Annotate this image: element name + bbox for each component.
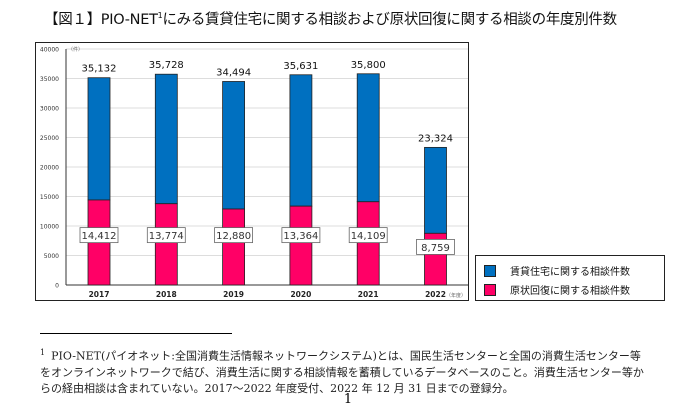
data-label-box [281, 227, 321, 244]
legend: 賃貸住宅に関する相談件数 原状回復に関する相談件数 [475, 255, 665, 301]
legend-label: 原状回復に関する相談件数 [510, 286, 630, 297]
data-label-total: 35,132 [82, 64, 117, 75]
data-label-box [348, 227, 388, 244]
x-tick-label: 2022 [425, 290, 446, 299]
data-label-box [416, 239, 455, 255]
legend-swatch-pink [484, 283, 496, 296]
chart-frame: 0 5000 10000 15000 20000 25000 30000 35000 40000… [35, 42, 469, 301]
data-label-restoration: 13,364 [283, 231, 318, 242]
data-label-total: 35,728 [149, 60, 184, 71]
data-label-total: 35,800 [351, 60, 386, 71]
legend-swatch-blue [484, 264, 496, 277]
data-label-box [146, 227, 186, 244]
data-label-total: 23,324 [418, 133, 453, 144]
page-number: 1 [343, 392, 353, 407]
y-tick-label: 20000 [40, 165, 59, 172]
legend-item-restoration: 原状回復に関する相談件数 [484, 282, 630, 297]
legend-label: 賃貸住宅に関する相談件数 [510, 267, 630, 278]
x-tick-label: 2021 [358, 290, 379, 299]
y-tick-label: 0 [55, 283, 59, 290]
data-label-restoration: 8,759 [421, 243, 450, 254]
title-text: 【図１】PIO-NET [44, 12, 158, 28]
x-tick-label: 2017 [89, 290, 110, 299]
bar-rental-2019 [222, 81, 246, 210]
y-tick-label: 35000 [40, 76, 59, 83]
bar-rental-2021 [356, 73, 380, 203]
title-text-rest: にみる賃貸住宅に関する相談および原状回復に関する相談の年度別件数 [162, 12, 617, 28]
footnote-text: PIO-NET(パイオネット:全国消費生活情報ネットワークシステム)とは、国民生… [40, 349, 644, 395]
y-tick-label: 30000 [40, 106, 59, 113]
bar-rental-2020 [289, 74, 313, 207]
y-tick-label: 25000 [40, 135, 59, 142]
bar-restoration-2018 [154, 203, 178, 286]
bar-rental-2022 [424, 146, 447, 234]
x-tick-label: 2020 [290, 290, 311, 299]
bar-rental-2018 [154, 73, 178, 205]
data-label-restoration: 14,412 [82, 231, 117, 242]
x-unit-label: （年度） [446, 292, 466, 299]
legend-item-rental: 賃貸住宅に関する相談件数 [484, 263, 630, 278]
y-tick-label: 40000 [40, 47, 59, 54]
footnote-divider [40, 333, 232, 334]
data-label-box [214, 227, 254, 244]
data-label-total: 35,631 [283, 61, 318, 72]
figure-title: 【図１】PIO-NET1にみる賃貸住宅に関する相談および原状回復に関する相談の年… [44, 8, 617, 29]
bar-restoration-2021 [356, 201, 380, 286]
y-tick-label: 15000 [40, 194, 59, 201]
data-label-restoration: 13,774 [149, 231, 184, 242]
data-label-box [79, 227, 119, 244]
bar-restoration-2020 [289, 205, 313, 286]
data-label-restoration: 12,880 [216, 231, 251, 242]
data-label-restoration: 14,109 [351, 231, 386, 242]
y-unit-label: （件） [68, 46, 83, 53]
x-tick-label: 2019 [223, 290, 244, 299]
bar-restoration-2019 [222, 208, 246, 286]
y-tick-label: 10000 [40, 224, 59, 231]
title-footnote-ref: 1 [157, 11, 163, 21]
y-tick-label: 5000 [44, 253, 59, 260]
data-label-total: 34,494 [216, 67, 251, 78]
footnote: 1 PIO-NET(パイオネット:全国消費生活情報ネットワークシステム)とは、国民… [40, 345, 650, 397]
bar-rental-2017 [87, 77, 111, 201]
footnote-marker: 1 [40, 348, 46, 357]
x-tick-label: 2018 [156, 290, 177, 299]
bar-chart: 0 5000 10000 15000 20000 25000 30000 35000 40000… [40, 46, 468, 299]
